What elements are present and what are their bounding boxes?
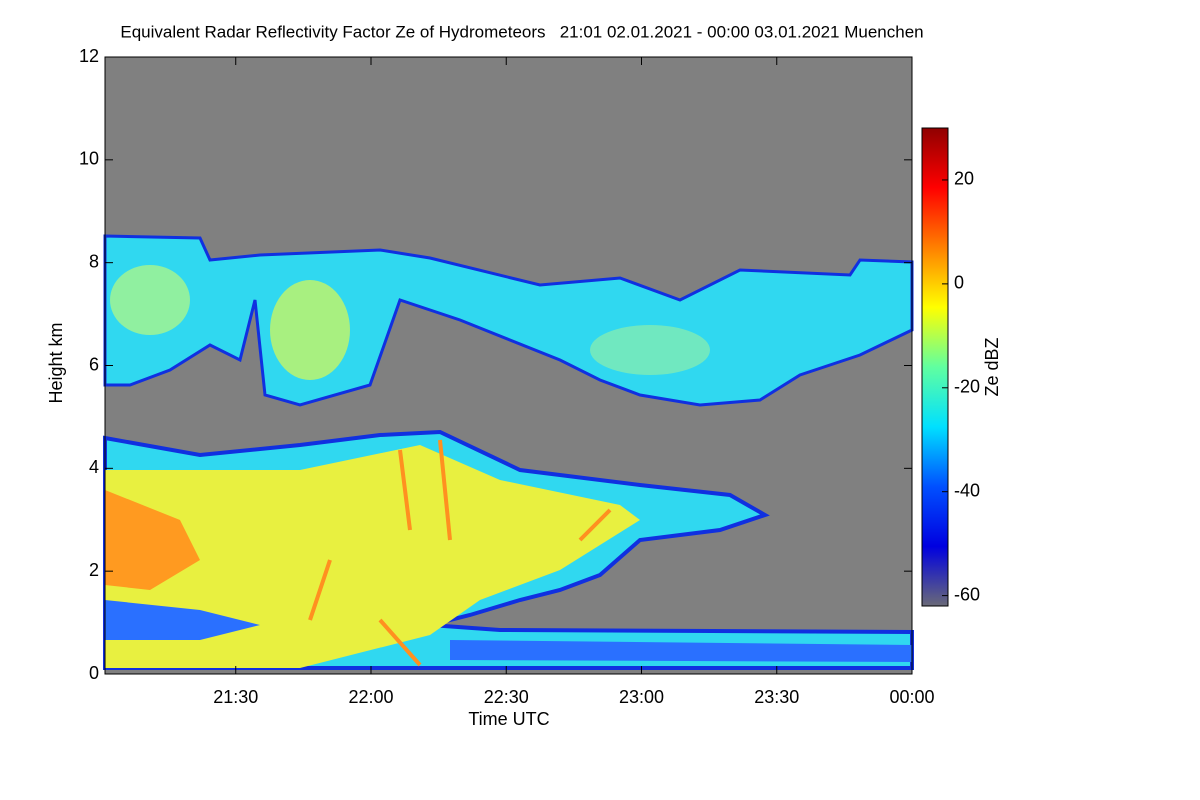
x-tick-label: 23:00 [619, 687, 664, 707]
colorbar-tick-label: 20 [954, 169, 974, 189]
y-tick-label: 10 [79, 149, 99, 169]
x-tick-label: 21:30 [213, 687, 258, 707]
y-tick-label: 0 [89, 663, 99, 683]
echo-base [105, 600, 912, 662]
colorbar-tick-label: -60 [954, 584, 980, 604]
colorbar [921, 127, 949, 607]
x-tick-label: 22:30 [484, 687, 529, 707]
echo-core [105, 445, 640, 668]
echoes [103, 234, 914, 670]
colorbar-tick-label: -40 [954, 480, 980, 500]
x-tick-label: 23:30 [754, 687, 799, 707]
x-axis-label: Time UTC [468, 709, 549, 729]
y-tick-label: 8 [89, 251, 99, 271]
echo-core [590, 325, 710, 375]
colorbar-tick-label: -20 [954, 377, 980, 397]
y-axis-label: Height km [46, 322, 66, 403]
x-tick-label: 00:00 [889, 687, 934, 707]
echo-core [110, 265, 190, 335]
echo-streak [308, 439, 612, 667]
colorbar-label: Ze dBZ [982, 337, 1002, 396]
y-tick-label: 4 [89, 457, 99, 477]
echo-core [105, 490, 200, 590]
y-tick-label: 2 [89, 560, 99, 580]
y-tick-label: 6 [89, 354, 99, 374]
y-tick-label: 12 [79, 46, 99, 66]
colorbar-tick-label: 0 [954, 273, 964, 293]
chart-title: Equivalent Radar Reflectivity Factor Ze … [120, 22, 923, 41]
x-tick-label: 22:00 [348, 687, 393, 707]
echo-core [270, 280, 350, 380]
